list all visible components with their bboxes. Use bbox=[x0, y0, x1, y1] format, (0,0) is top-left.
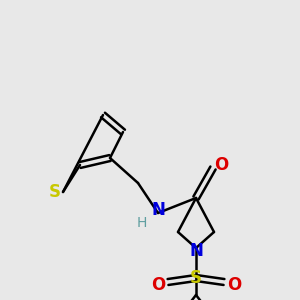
Text: S: S bbox=[49, 183, 61, 201]
Text: O: O bbox=[151, 276, 165, 294]
Text: O: O bbox=[214, 156, 228, 174]
Text: N: N bbox=[189, 242, 203, 260]
Text: S: S bbox=[190, 269, 202, 287]
Text: H: H bbox=[137, 216, 147, 230]
Text: O: O bbox=[227, 276, 241, 294]
Text: N: N bbox=[151, 201, 165, 219]
